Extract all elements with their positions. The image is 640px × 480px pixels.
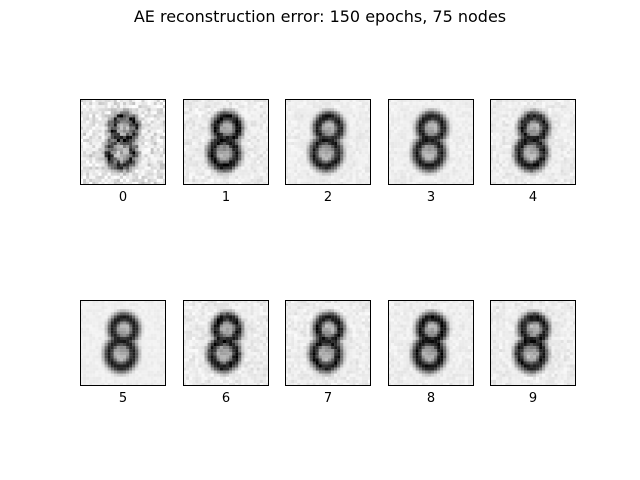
image-panel-3 bbox=[388, 99, 474, 185]
panel-frame bbox=[183, 300, 269, 386]
reconstruction-image-8 bbox=[388, 300, 474, 386]
image-panel-0 bbox=[80, 99, 166, 185]
image-panel-7 bbox=[285, 300, 371, 386]
panel-frame bbox=[285, 99, 371, 185]
image-panel-6 bbox=[183, 300, 269, 386]
pixel-grid bbox=[80, 300, 166, 386]
panel-frame bbox=[388, 99, 474, 185]
panel-label-9: 9 bbox=[528, 391, 538, 406]
panel-label-7: 7 bbox=[323, 391, 333, 406]
reconstruction-image-4 bbox=[490, 99, 576, 185]
panel-label-3: 3 bbox=[426, 190, 436, 205]
panel-label-8: 8 bbox=[426, 391, 436, 406]
panel-frame bbox=[183, 99, 269, 185]
panel-frame bbox=[80, 300, 166, 386]
reconstruction-image-1 bbox=[183, 99, 269, 185]
image-panel-4 bbox=[490, 99, 576, 185]
reconstruction-image-6 bbox=[183, 300, 269, 386]
image-panel-2 bbox=[285, 99, 371, 185]
panel-frame bbox=[490, 300, 576, 386]
pixel-grid bbox=[285, 300, 371, 386]
figure-title: AE reconstruction error: 150 epochs, 75 … bbox=[133, 7, 507, 26]
reconstruction-image-3 bbox=[388, 99, 474, 185]
pixel-grid bbox=[183, 300, 269, 386]
reconstruction-image-2 bbox=[285, 99, 371, 185]
reconstruction-image-7 bbox=[285, 300, 371, 386]
image-panel-1 bbox=[183, 99, 269, 185]
panel-label-0: 0 bbox=[118, 190, 128, 205]
panel-label-5: 5 bbox=[118, 391, 128, 406]
panel-frame bbox=[80, 99, 166, 185]
image-panel-5 bbox=[80, 300, 166, 386]
panel-label-6: 6 bbox=[221, 391, 231, 406]
pixel-grid bbox=[285, 99, 371, 185]
panel-label-2: 2 bbox=[323, 190, 333, 205]
pixel-grid bbox=[388, 99, 474, 185]
panel-frame bbox=[388, 300, 474, 386]
pixel-grid bbox=[80, 99, 166, 185]
image-panel-9 bbox=[490, 300, 576, 386]
panel-frame bbox=[285, 300, 371, 386]
pixel-grid bbox=[183, 99, 269, 185]
panel-label-1: 1 bbox=[221, 190, 231, 205]
panel-label-4: 4 bbox=[528, 190, 538, 205]
reconstruction-image-9 bbox=[490, 300, 576, 386]
pixel-grid bbox=[490, 99, 576, 185]
reconstruction-image-5 bbox=[80, 300, 166, 386]
panel-frame bbox=[490, 99, 576, 185]
reconstruction-image-0 bbox=[80, 99, 166, 185]
pixel-grid bbox=[490, 300, 576, 386]
pixel-grid bbox=[388, 300, 474, 386]
image-panel-8 bbox=[388, 300, 474, 386]
